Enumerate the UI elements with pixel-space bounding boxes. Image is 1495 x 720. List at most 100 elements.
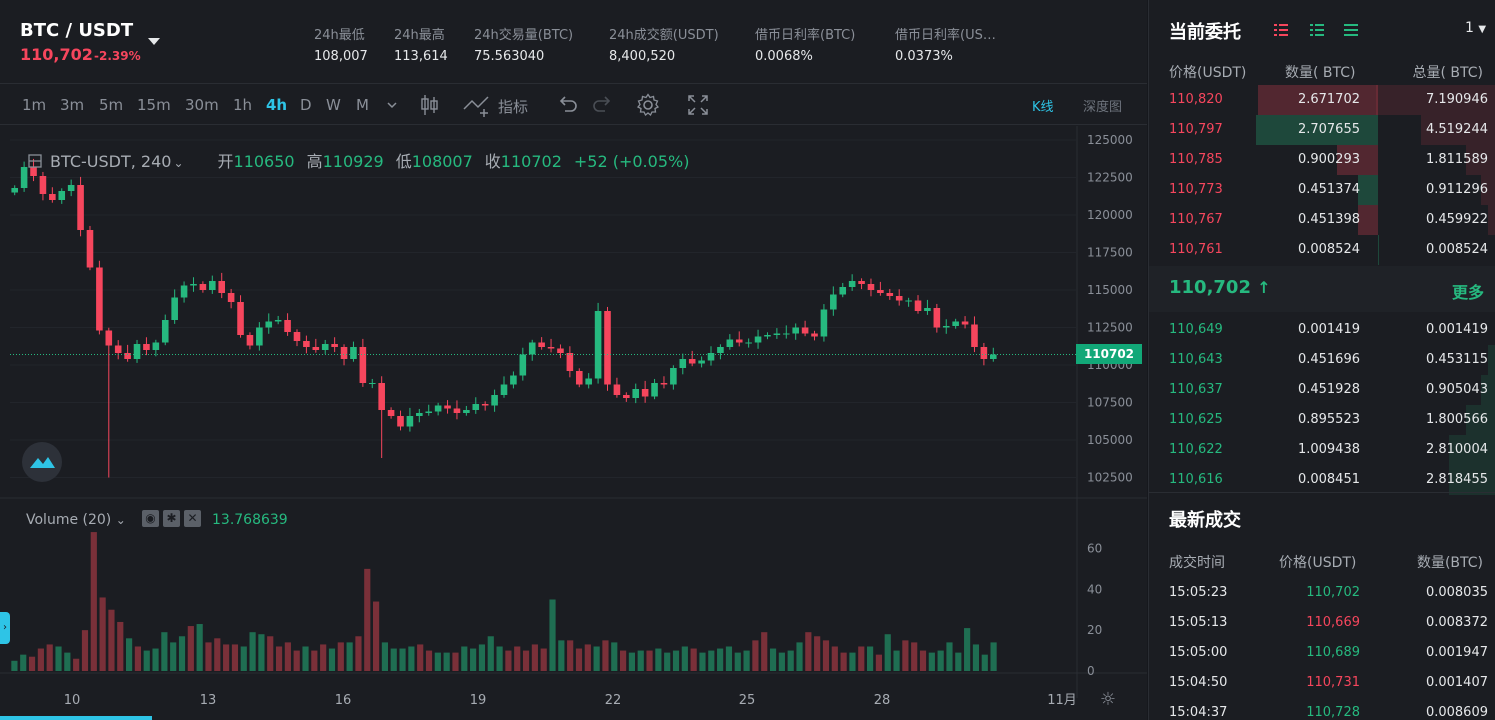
candlestick-type-icon[interactable] bbox=[420, 93, 440, 117]
volume-bar bbox=[408, 646, 415, 671]
timeframe-m[interactable]: M bbox=[356, 96, 369, 114]
timeframe-15m[interactable]: 15m bbox=[137, 96, 171, 114]
axis-settings-icon[interactable]: ☼ bbox=[1100, 689, 1116, 710]
candlestick-chart[interactable]: 1250001225001200001175001150001125001100… bbox=[0, 126, 1147, 720]
volume-bar bbox=[655, 648, 662, 671]
volume-legend-name[interactable]: Volume (20) bbox=[26, 512, 112, 528]
volume-bar bbox=[381, 642, 388, 671]
candle-body bbox=[190, 284, 197, 286]
volume-bar bbox=[911, 642, 918, 671]
x-tick-label: 10 bbox=[64, 693, 81, 708]
timeframe-30m[interactable]: 30m bbox=[185, 96, 219, 114]
indicators-icon[interactable] bbox=[462, 93, 494, 117]
chart-panel: BTC / USDT 110,702 -2.39% 24h最低 108,007 2… bbox=[0, 20, 1147, 720]
trade-time: 15:05:13 bbox=[1169, 615, 1228, 630]
redo-icon[interactable] bbox=[592, 93, 614, 115]
bid-row[interactable]: 110,643 0.451696 0.453115 bbox=[1149, 345, 1495, 375]
trade-price: 110,731 bbox=[1306, 675, 1360, 690]
qty-bar bbox=[1255, 115, 1378, 145]
volume-bar bbox=[849, 652, 856, 671]
bid-row[interactable]: 110,649 0.001419 0.001419 bbox=[1149, 315, 1495, 345]
candle-body bbox=[49, 194, 56, 200]
ask-row[interactable]: 110,797 2.707655 4.519244 bbox=[1149, 115, 1495, 145]
eye-icon[interactable]: ◉ bbox=[142, 510, 159, 527]
more-button[interactable]: 更多 bbox=[1451, 283, 1484, 302]
chevron-down-icon[interactable] bbox=[386, 99, 398, 111]
volume-bar bbox=[425, 650, 433, 671]
chevron-down-icon[interactable] bbox=[148, 38, 160, 45]
volume-bar bbox=[461, 646, 468, 671]
volume-bar bbox=[734, 652, 741, 671]
stat-24h-turnover: 24h成交额(USDT) 8,400,520 bbox=[609, 24, 719, 64]
volume-bar bbox=[496, 646, 503, 671]
x-tick-label: 19 bbox=[470, 693, 487, 708]
candle-body bbox=[613, 384, 621, 395]
timeframe-1h[interactable]: 1h bbox=[233, 96, 253, 114]
volume-bar bbox=[717, 648, 724, 671]
tab-depth-chart[interactable]: 深度图 bbox=[1083, 100, 1123, 115]
total-cell: 2.818455 bbox=[1425, 472, 1488, 487]
precision-select[interactable]: 1 ▼ bbox=[1465, 20, 1486, 36]
candle-body bbox=[331, 344, 338, 347]
timeframe-d[interactable]: D bbox=[300, 96, 312, 114]
ask-row[interactable]: 110,785 0.900293 1.811589 bbox=[1149, 145, 1495, 175]
ask-row[interactable]: 110,761 0.008524 0.008524 bbox=[1149, 235, 1495, 265]
chart-area[interactable]: 125000 122500 120000 117500 115000 112500 1100… bbox=[0, 126, 1147, 720]
stat-label: 24h交易量(BTC) bbox=[474, 28, 574, 43]
volume-bar bbox=[840, 652, 847, 671]
indicators-label[interactable]: 指标 bbox=[498, 98, 529, 116]
trade-row: 15:05:13 110,669 0.008372 bbox=[1149, 608, 1495, 638]
fullscreen-icon[interactable] bbox=[686, 93, 710, 117]
bid-row[interactable]: 110,622 1.009438 2.810004 bbox=[1149, 435, 1495, 465]
ask-row[interactable]: 110,820 2.671702 7.190946 bbox=[1149, 85, 1495, 115]
timeframe-5m[interactable]: 5m bbox=[99, 96, 124, 114]
ask-row[interactable]: 110,773 0.451374 0.911296 bbox=[1149, 175, 1495, 205]
volume-bar bbox=[258, 634, 265, 671]
y-tick-label: 102500 bbox=[1087, 471, 1133, 485]
timeframe-1m[interactable]: 1m bbox=[22, 96, 47, 114]
candle-body bbox=[491, 395, 498, 406]
trade-time: 15:04:50 bbox=[1169, 675, 1228, 690]
volume-bar bbox=[161, 632, 168, 671]
candle-body bbox=[848, 281, 856, 287]
candle-body bbox=[933, 308, 941, 328]
timeframe-w[interactable]: W bbox=[326, 96, 341, 114]
timeframe-3m[interactable]: 3m bbox=[60, 96, 85, 114]
candle-body bbox=[171, 297, 178, 320]
volume-bar bbox=[867, 646, 874, 671]
trade-price: 110,669 bbox=[1306, 615, 1360, 630]
gear-icon[interactable]: ✱ bbox=[163, 510, 180, 527]
collapse-icon[interactable] bbox=[28, 154, 42, 168]
tab-kline[interactable]: K线 bbox=[1032, 100, 1054, 115]
stat-value: 8,400,520 bbox=[609, 49, 676, 64]
undo-icon[interactable] bbox=[556, 93, 578, 115]
stat-value: 0.0068% bbox=[755, 49, 813, 64]
chevron-down-icon[interactable]: ⌄ bbox=[173, 156, 184, 170]
volume-value: 13.768639 bbox=[212, 512, 288, 528]
orderbook-bids-view-icon[interactable] bbox=[1309, 22, 1325, 38]
stat-label: 借币日利率(BTC) bbox=[755, 28, 856, 43]
price-cell: 110,625 bbox=[1169, 412, 1223, 427]
mid-price-value: 110,702 bbox=[1169, 277, 1251, 298]
candle-body bbox=[96, 267, 103, 331]
ask-row[interactable]: 110,767 0.451398 0.459922 bbox=[1149, 205, 1495, 235]
volume-bar bbox=[152, 648, 159, 671]
orderbook-asks-view-icon[interactable] bbox=[1343, 22, 1359, 38]
volume-bar bbox=[108, 609, 115, 671]
candle-body bbox=[839, 287, 847, 295]
legend-symbol[interactable]: BTC-USDT, 240 bbox=[50, 152, 172, 171]
candle-body bbox=[500, 384, 508, 395]
settings-gear-icon[interactable] bbox=[636, 93, 660, 117]
pair-name[interactable]: BTC / USDT bbox=[20, 20, 134, 41]
chevron-down-icon[interactable]: ⌄ bbox=[115, 513, 126, 527]
bid-row[interactable]: 110,616 0.008451 2.818455 bbox=[1149, 465, 1495, 495]
volume-bar bbox=[681, 646, 688, 671]
bid-row[interactable]: 110,637 0.451928 0.905043 bbox=[1149, 375, 1495, 405]
candle-body bbox=[952, 321, 959, 326]
price-cell: 110,622 bbox=[1169, 442, 1223, 457]
expand-sidebar-toggle[interactable]: › bbox=[0, 612, 10, 644]
close-icon[interactable]: ✕ bbox=[184, 510, 201, 527]
bid-row[interactable]: 110,625 0.895523 1.800566 bbox=[1149, 405, 1495, 435]
timeframe-4h[interactable]: 4h bbox=[266, 96, 288, 114]
orderbook-both-view-icon[interactable] bbox=[1273, 22, 1289, 38]
